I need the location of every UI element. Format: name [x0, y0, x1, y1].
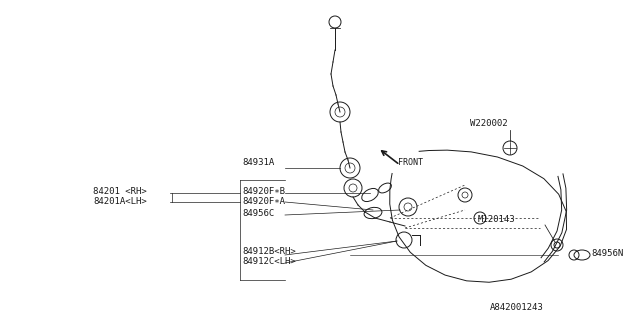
- Text: 84920F∗B: 84920F∗B: [242, 187, 285, 196]
- Text: 84201 <RH>: 84201 <RH>: [93, 187, 147, 196]
- Text: 84201A<LH>: 84201A<LH>: [93, 196, 147, 205]
- Text: A842001243: A842001243: [490, 303, 544, 313]
- Text: 84912B<RH>: 84912B<RH>: [242, 247, 296, 257]
- Text: M120143: M120143: [478, 215, 516, 225]
- Text: 84912C<LH>: 84912C<LH>: [242, 258, 296, 267]
- Text: FRONT: FRONT: [398, 157, 423, 166]
- Text: 84920F∗A: 84920F∗A: [242, 196, 285, 205]
- Text: 84956N: 84956N: [591, 249, 623, 258]
- Text: 84956C: 84956C: [242, 210, 275, 219]
- Text: 84931A: 84931A: [242, 157, 275, 166]
- Text: W220002: W220002: [470, 118, 508, 127]
